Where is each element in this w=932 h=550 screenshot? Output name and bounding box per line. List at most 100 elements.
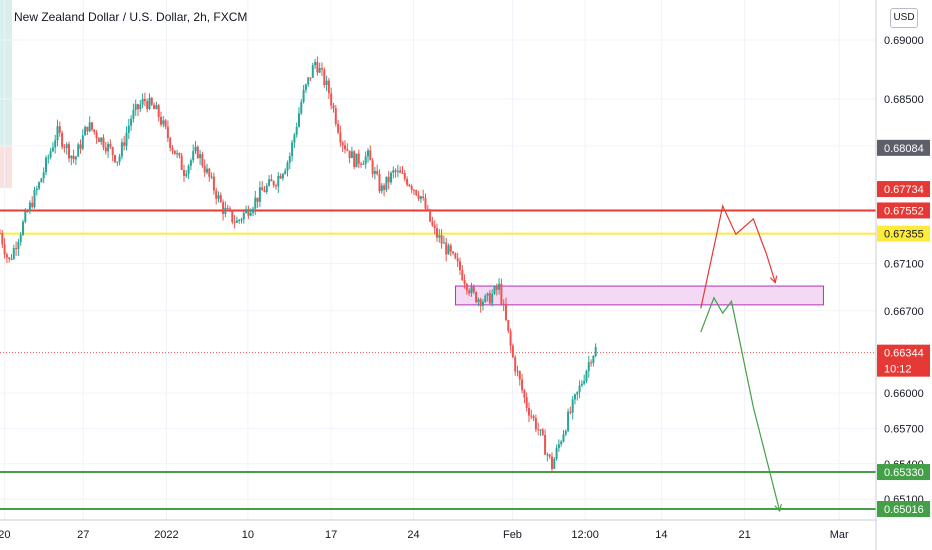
candle-body [26, 211, 29, 213]
x-tick-label[interactable]: 27 [77, 529, 89, 541]
candle-body [511, 345, 514, 358]
candle-body [176, 153, 179, 155]
candle-body [272, 181, 275, 186]
candle-body [79, 144, 82, 149]
candle-body [228, 208, 231, 211]
candle-body [58, 126, 61, 133]
candle-body [118, 156, 121, 162]
candle-body [139, 104, 142, 110]
candle-body [235, 220, 238, 223]
level-lines[interactable] [0, 209, 876, 510]
candle-body [507, 319, 510, 331]
candle-body [442, 242, 445, 244]
candle-body [302, 89, 305, 103]
candle-body [399, 170, 402, 173]
candle-body [429, 209, 432, 222]
x-tick-label[interactable]: 21 [738, 529, 750, 541]
candle-body [224, 207, 227, 214]
candle-body [199, 154, 202, 159]
x-tick-label[interactable]: 10 [242, 529, 254, 541]
currency-button[interactable]: USD [890, 8, 918, 28]
candle-body [486, 293, 489, 296]
candle-body [360, 163, 363, 165]
candle-body [19, 234, 22, 242]
candle-body [364, 156, 367, 164]
candle-body [424, 197, 427, 209]
candle-body [143, 98, 146, 102]
bullish-path[interactable] [700, 204, 776, 309]
candle-body [155, 105, 158, 110]
candle-body [233, 221, 236, 223]
candle-body [5, 254, 8, 258]
candle-body [194, 146, 197, 152]
candle-body [461, 270, 464, 280]
candle-body [431, 221, 434, 226]
candle-body [136, 104, 139, 110]
candle-body [84, 126, 87, 136]
candle-body [265, 185, 268, 193]
candle-body [567, 411, 570, 431]
candles [0, 56, 597, 473]
candle-body [590, 362, 593, 364]
candle-body [500, 283, 503, 304]
candle-body [86, 126, 89, 132]
candle-body [465, 283, 468, 291]
candle-body [389, 172, 392, 183]
candle-body [173, 150, 176, 155]
candle-body [369, 150, 372, 161]
candle-body [258, 187, 261, 202]
x-tick-label[interactable]: 20 [0, 529, 11, 541]
x-tick-label[interactable]: Feb [503, 529, 522, 541]
candle-body [208, 168, 211, 177]
candle-body [594, 347, 597, 357]
candle-body [178, 153, 181, 156]
x-tick-label[interactable]: 14 [655, 529, 667, 541]
projections[interactable] [700, 204, 782, 513]
candle-body [215, 190, 218, 199]
chart-title: New Zealand Dollar / U.S. Dollar, 2h, FX… [14, 10, 248, 24]
bullish-path-arrowhead [769, 275, 778, 284]
candle-body [261, 187, 264, 191]
candle-body [383, 185, 386, 190]
x-tick-label[interactable]: 12:00 [571, 529, 599, 541]
candle-body [406, 178, 409, 185]
x-tick-label[interactable]: Mar [830, 529, 849, 541]
candle-body [449, 245, 452, 252]
candle-body [440, 235, 443, 244]
x-tick-label[interactable]: 2022 [154, 529, 178, 541]
candle-body [373, 170, 376, 174]
candle-body [456, 258, 459, 262]
candle-body [113, 155, 116, 162]
candle-body [153, 104, 156, 110]
x-tick-label[interactable]: 24 [407, 529, 419, 541]
candle-body [116, 161, 119, 163]
bearish-path[interactable] [700, 296, 781, 512]
candle-body [196, 146, 199, 159]
x-tick-label[interactable]: 17 [325, 529, 337, 541]
candle-body [74, 156, 77, 160]
candle-body [426, 208, 429, 210]
candle-body [293, 134, 296, 143]
candle-body [509, 330, 512, 346]
candle-body [182, 169, 185, 176]
candle-body [51, 147, 54, 152]
candle-body [15, 248, 18, 250]
price-tag-prev-close [877, 139, 930, 156]
candle-body [458, 261, 461, 271]
candle-body [419, 196, 422, 199]
candle-body [539, 429, 542, 431]
y-tick-label: 0.66000 [884, 388, 924, 400]
price-tag-support-1 [877, 464, 930, 481]
candle-body [12, 248, 15, 259]
candle-body [422, 196, 425, 198]
candle-body [217, 195, 220, 199]
candle-body [93, 129, 96, 133]
supply-zone[interactable] [455, 285, 824, 306]
candle-body [592, 356, 595, 364]
candle-body [357, 153, 360, 164]
price-tag-label: 0.66344 [884, 348, 924, 360]
price-tag-label: 0.67552 [884, 205, 924, 217]
candle-body [171, 147, 174, 151]
candle-body [525, 397, 528, 408]
